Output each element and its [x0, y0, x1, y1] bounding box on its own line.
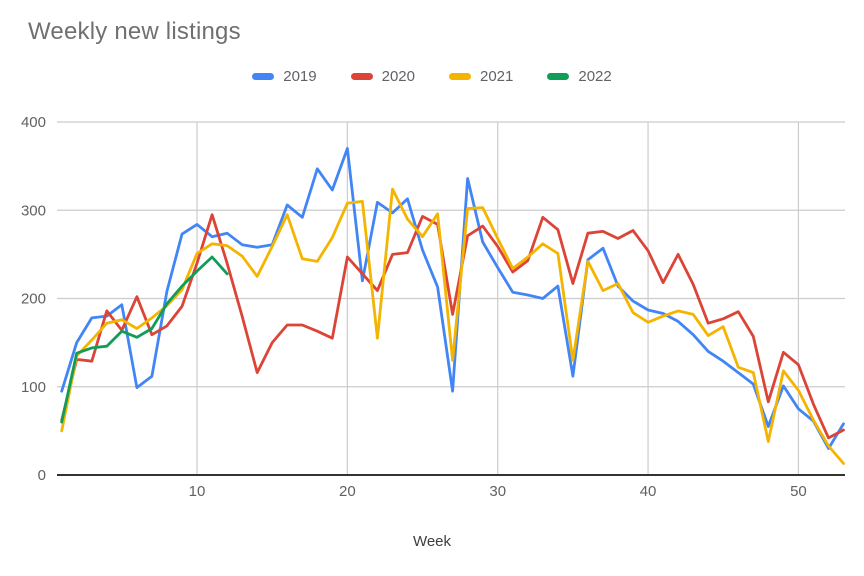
legend-label-2019: 2019	[283, 68, 317, 85]
legend-swatch-icon-2020	[350, 73, 373, 80]
chart-title: Weekly new listings	[28, 18, 241, 45]
legend-item-2019[interactable]: 2019	[252, 68, 317, 85]
chart-legend: 2019 2020 2021 2022	[0, 68, 864, 85]
legend-item-2021[interactable]: 2021	[449, 68, 513, 85]
legend-swatch-icon-2021	[449, 73, 471, 80]
x-tick-label-50: 50	[790, 483, 807, 500]
series-line-2022[interactable]	[60, 255, 229, 424]
y-tick-label-200: 200	[21, 291, 46, 308]
y-tick-label-0: 0	[38, 467, 46, 484]
y-tick-label-300: 300	[21, 202, 46, 219]
y-tick-label-400: 400	[21, 114, 46, 131]
legend-label-2021: 2021	[480, 68, 514, 85]
x-tick-label-20: 20	[339, 483, 356, 500]
legend-label-2020: 2020	[381, 68, 415, 85]
legend-swatch-icon-2019	[252, 73, 275, 80]
legend-label-2022: 2022	[578, 68, 612, 85]
x-axis-title: Week	[412, 533, 452, 550]
x-tick-label-30: 30	[489, 483, 506, 500]
series-line-2019[interactable]	[60, 147, 845, 450]
x-tick-label-40: 40	[640, 483, 657, 500]
legend-item-2020[interactable]: 2020	[350, 68, 415, 85]
series-line-2021[interactable]	[60, 187, 845, 465]
y-tick-label-100: 100	[21, 379, 46, 396]
x-tick-label-10: 10	[189, 483, 206, 500]
legend-item-2022[interactable]: 2022	[547, 68, 612, 85]
legend-swatch-icon-2022	[547, 73, 570, 80]
